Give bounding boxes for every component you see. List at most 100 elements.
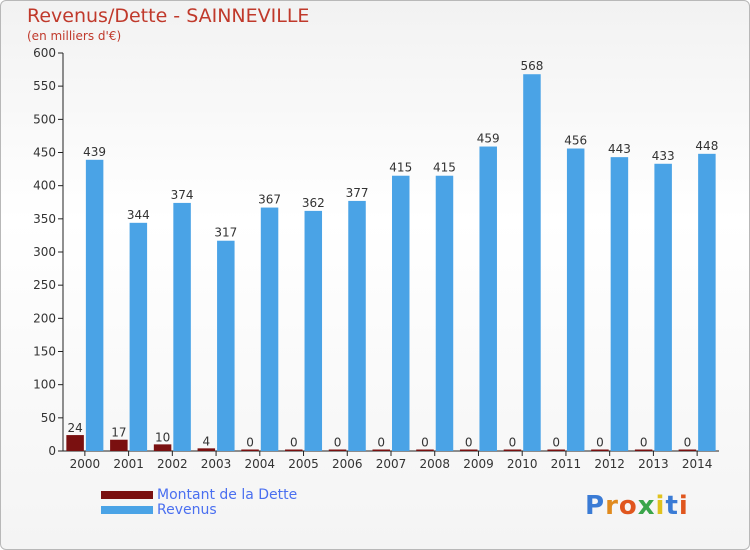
bar-dette: [66, 435, 84, 451]
data-label-revenus: 443: [608, 142, 631, 156]
legend-label-dette: Montant de la Dette: [157, 486, 298, 503]
data-label-dette: 0: [596, 436, 604, 450]
data-label-dette: 24: [67, 421, 82, 435]
y-tick-label: 250: [33, 278, 56, 292]
x-tick-label: 2000: [70, 457, 101, 471]
y-tick-label: 200: [33, 311, 56, 325]
x-tick-label: 2009: [463, 457, 494, 471]
data-label-revenus: 448: [695, 139, 718, 153]
y-tick-label: 50: [41, 411, 56, 425]
x-tick-label: 2003: [201, 457, 232, 471]
bar-revenus: [479, 146, 497, 451]
y-tick-label: 300: [33, 245, 56, 259]
bar-dette: [503, 449, 522, 451]
bar-dette: [241, 449, 259, 451]
data-label-dette: 4: [202, 434, 210, 448]
logo-letter: x: [637, 491, 656, 521]
bar-dette: [197, 448, 216, 451]
data-label-revenus: 415: [433, 161, 456, 175]
data-label-dette: 0: [640, 436, 648, 450]
data-label-dette: 17: [111, 426, 126, 440]
legend: Montant de la Dette Revenus: [101, 486, 298, 518]
bar-revenus: [610, 157, 629, 452]
data-label-dette: 0: [421, 436, 429, 450]
bar-dette: [634, 449, 653, 451]
legend-item-dette: Montant de la Dette: [101, 486, 298, 503]
logo-letter: P: [585, 491, 606, 521]
legend-item-revenus: Revenus: [101, 501, 297, 518]
x-tick-label: 2012: [594, 457, 625, 471]
data-label-dette: 0: [377, 436, 385, 450]
x-tick-label: 2001: [113, 457, 144, 471]
data-label-dette: 0: [334, 436, 342, 450]
data-label-revenus: 377: [346, 186, 369, 200]
chart-subtitle: (en milliers d'€): [27, 29, 122, 43]
bar-revenus: [217, 240, 235, 451]
x-tick-label: 2010: [507, 457, 538, 471]
bar-dette: [416, 449, 434, 451]
bar-revenus: [85, 159, 104, 451]
bar-revenus: [304, 210, 323, 451]
data-label-revenus: 433: [652, 149, 675, 163]
y-tick-label: 350: [33, 212, 56, 226]
y-tick-label: 0: [48, 444, 56, 458]
bar-dette: [591, 449, 609, 451]
bar-revenus: [654, 163, 672, 451]
data-label-dette: 0: [552, 436, 560, 450]
data-label-dette: 10: [155, 430, 170, 444]
bar-dette: [328, 449, 347, 451]
bar-dette: [459, 449, 478, 451]
bar-revenus: [698, 153, 716, 451]
data-label-revenus: 459: [477, 132, 500, 146]
x-tick-label: 2002: [157, 457, 188, 471]
logo-letter: i: [678, 491, 689, 521]
data-label-revenus: 367: [258, 193, 281, 207]
legend-label-revenus: Revenus: [157, 501, 217, 518]
bar-revenus: [129, 222, 148, 451]
bar-revenus: [523, 74, 541, 451]
data-label-dette: 0: [684, 436, 692, 450]
x-tick-label: 2013: [638, 457, 669, 471]
x-tick-label: 2006: [332, 457, 363, 471]
data-label-revenus: 362: [302, 196, 325, 210]
x-tick-label: 2011: [551, 457, 582, 471]
logo-letter: i: [655, 491, 666, 521]
data-label-revenus: 317: [214, 226, 237, 240]
data-label-dette: 0: [465, 436, 473, 450]
logo-letter: t: [665, 491, 679, 521]
bar-revenus: [173, 202, 191, 451]
logo-letter: o: [618, 491, 638, 521]
legend-swatch-dette: [101, 490, 153, 499]
bar-revenus: [348, 200, 366, 451]
y-tick-label: 500: [33, 112, 56, 126]
y-tick-label: 450: [33, 146, 56, 160]
y-tick-label: 100: [33, 378, 56, 392]
data-label-dette: 0: [290, 436, 298, 450]
y-tick-label: 550: [33, 79, 56, 93]
legend-swatch-revenus: [101, 505, 153, 514]
logo-letter: r: [605, 491, 619, 521]
bar-dette: [678, 449, 697, 451]
bar-dette: [110, 439, 128, 451]
data-label-revenus: 344: [127, 208, 150, 222]
bar-revenus: [392, 175, 410, 451]
chart-title: Revenus/Dette - SAINNEVILLE: [27, 5, 310, 27]
bar-revenus: [260, 207, 279, 451]
y-tick-label: 150: [33, 345, 56, 359]
data-label-revenus: 568: [520, 59, 543, 73]
data-label-revenus: 374: [171, 188, 194, 202]
bar-dette: [372, 449, 390, 451]
y-tick-label: 400: [33, 179, 56, 193]
y-tick-label: 600: [33, 46, 56, 60]
x-tick-label: 2005: [288, 457, 319, 471]
data-label-revenus: 456: [564, 134, 587, 148]
x-tick-label: 2014: [682, 457, 713, 471]
data-label-revenus: 439: [83, 145, 106, 159]
bar-dette: [547, 449, 565, 451]
x-tick-label: 2008: [419, 457, 450, 471]
x-tick-label: 2007: [376, 457, 407, 471]
data-label-revenus: 415: [389, 161, 412, 175]
data-label-dette: 0: [246, 436, 254, 450]
